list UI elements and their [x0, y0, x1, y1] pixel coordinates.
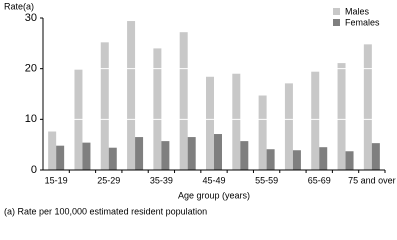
- legend-label: Females: [345, 17, 380, 27]
- bar: [135, 137, 144, 170]
- y-tick-label: 20: [25, 63, 37, 75]
- bar: [319, 147, 328, 170]
- bar: [240, 141, 249, 170]
- x-tick-label: 35-39: [150, 175, 173, 185]
- bar: [258, 95, 267, 170]
- bar: [371, 143, 380, 170]
- bar: [179, 32, 188, 170]
- x-tick-label: 25-29: [97, 175, 120, 185]
- bar: [108, 147, 117, 170]
- bar: [345, 151, 354, 170]
- bar: [337, 63, 346, 170]
- bar: [292, 150, 301, 170]
- bar: [153, 48, 162, 170]
- bar: [56, 145, 65, 170]
- x-tick-label: 65-69: [308, 175, 331, 185]
- bar: [311, 71, 320, 170]
- legend-swatch: [333, 8, 340, 15]
- bar: [363, 44, 372, 171]
- bar: [127, 21, 136, 171]
- y-tick-label: 0: [31, 164, 37, 176]
- footnote: (a) Rate per 100,000 estimated resident …: [4, 206, 207, 216]
- bar: [161, 141, 170, 170]
- legend-label: Males: [345, 6, 370, 16]
- bar: [100, 42, 109, 170]
- x-tick-label: 45-49: [202, 175, 225, 185]
- bar: [214, 134, 222, 170]
- bar: [82, 142, 91, 170]
- x-axis-label: Age group (years): [178, 190, 250, 200]
- bar: [284, 83, 293, 170]
- y-tick-label: 10: [25, 113, 37, 125]
- x-tick-label: 75 and over: [348, 175, 396, 185]
- bar: [48, 131, 57, 170]
- bar: [74, 69, 83, 170]
- legend-swatch: [333, 19, 340, 26]
- bar: [206, 76, 214, 170]
- x-tick-label: 15-19: [45, 175, 68, 185]
- x-tick-label: 55-59: [255, 175, 278, 185]
- bar: [187, 137, 196, 170]
- bar: [266, 149, 275, 170]
- y-axis-label: Rate(a): [4, 1, 34, 11]
- chart: Rate(a) Age group (years) (a) Rate per 1…: [4, 1, 396, 216]
- bar: [232, 73, 241, 170]
- y-tick-label: 30: [25, 12, 37, 24]
